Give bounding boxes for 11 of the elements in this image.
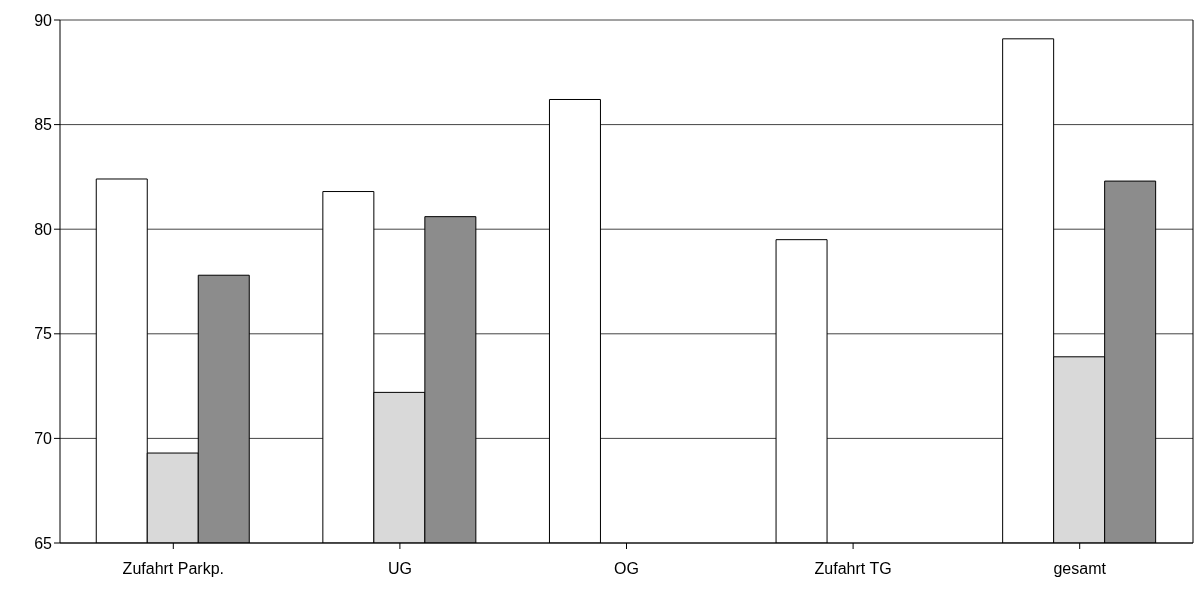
- y-tick-label: 70: [34, 430, 53, 448]
- x-tick-label: gesamt: [1053, 560, 1107, 578]
- y-tick-label: 90: [34, 11, 53, 29]
- y-tick-label: 75: [34, 325, 53, 343]
- x-tick-label: Zufahrt Parkp.: [122, 560, 224, 578]
- x-tick-label: Zufahrt TG: [814, 560, 892, 578]
- y-tick-label: 65: [34, 534, 53, 552]
- x-tick-label: OG: [614, 560, 639, 578]
- y-tick-label: 80: [34, 220, 53, 238]
- x-tick-label: UG: [387, 560, 412, 578]
- y-tick-label: 85: [34, 116, 53, 134]
